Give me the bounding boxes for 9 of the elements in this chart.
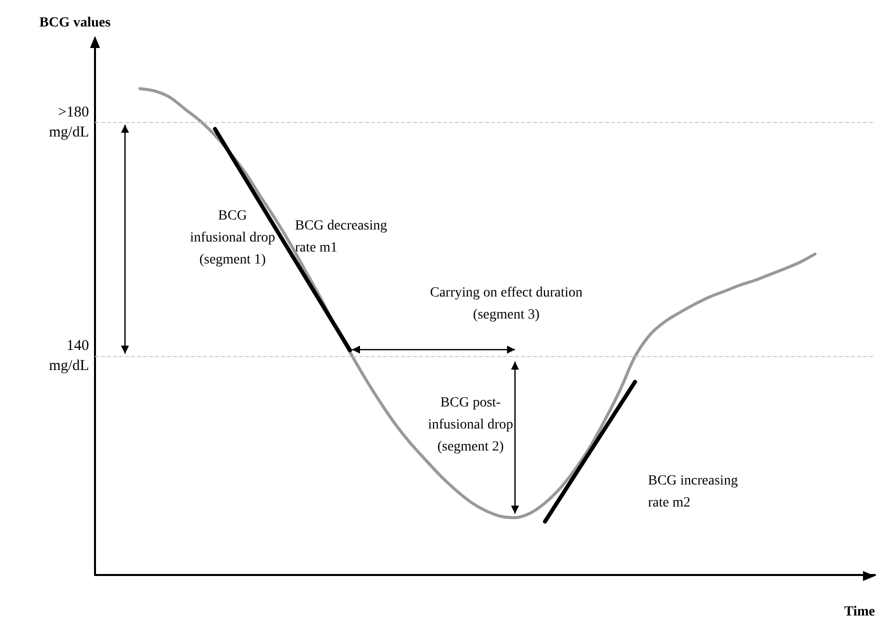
annotation: BCG infusional drop (segment 1) <box>190 208 276 268</box>
annotation: BCG decreasing rate m1 <box>295 218 388 256</box>
ref-line-label: 140 mg/dL <box>49 338 89 374</box>
y-axis-title: BCG values <box>39 16 112 30</box>
ref-line-label: >180 mg/dL <box>49 104 89 141</box>
annotation: BCG post- infusional drop (segment 2) <box>428 396 514 454</box>
x-axis-title: Time <box>844 604 875 619</box>
annotation: Carrying on effect duration (segment 3) <box>430 286 583 322</box>
annotation: BCG increasing rate m2 <box>648 474 738 510</box>
